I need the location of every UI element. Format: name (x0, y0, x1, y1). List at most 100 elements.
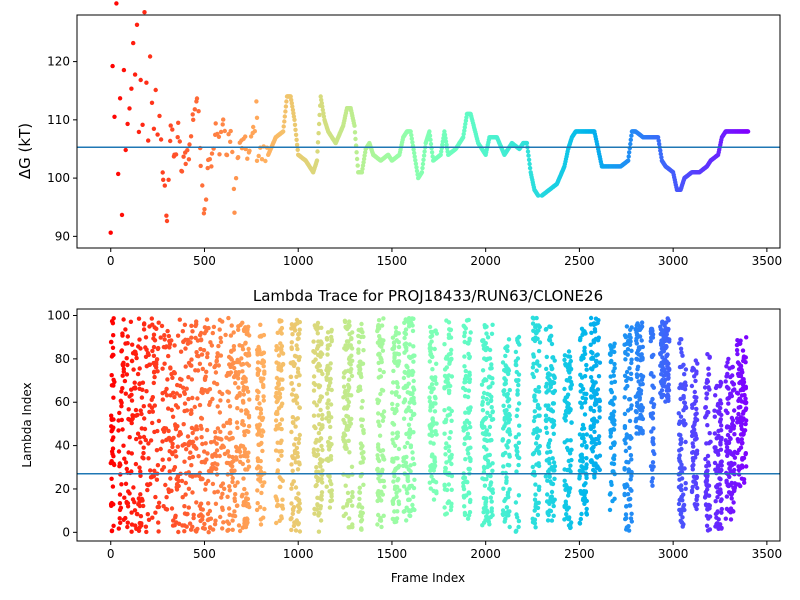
lambda-point (178, 431, 183, 437)
delta-g-point (228, 128, 233, 134)
lambda-point (434, 331, 439, 336)
lambda-point (347, 355, 352, 360)
lambda-point (589, 349, 594, 355)
lambda-point (375, 400, 381, 406)
lambda-point (443, 452, 448, 457)
lambda-point (706, 366, 711, 371)
lambda-point (148, 468, 153, 473)
lambda-point (694, 395, 699, 400)
lambda-point (665, 393, 670, 399)
lambda-point (318, 436, 324, 441)
lambda-point (247, 504, 252, 510)
lambda-point (678, 518, 683, 523)
delta-g-point (121, 67, 127, 73)
lambda-point (168, 366, 173, 371)
lambda-point (713, 511, 719, 517)
delta-g-point (119, 212, 125, 218)
lambda-point (206, 530, 211, 535)
lambda-point (182, 401, 188, 406)
lambda-point (629, 435, 634, 441)
lambda-point (257, 422, 262, 427)
lambda-point (537, 484, 542, 489)
delta-g-point (281, 124, 286, 129)
lambda-point (596, 436, 601, 442)
lambda-point (533, 398, 538, 403)
lambda-point (381, 454, 386, 460)
lambda-point (242, 449, 248, 455)
lambda-point (482, 424, 487, 430)
lambda-point (136, 344, 141, 349)
lambda-point (427, 399, 433, 404)
lambda-point (121, 369, 127, 374)
lambda-point (258, 406, 263, 411)
lambda-point (545, 492, 550, 497)
lambda-point (357, 359, 362, 365)
lambda-point (406, 508, 412, 514)
lambda-point (226, 315, 231, 321)
delta-g-x-ticks: 0 500 1000 1500 2000 2500 3000 3500 (107, 248, 782, 268)
lambda-point (434, 361, 439, 366)
y-tick-label: 90 (55, 229, 70, 243)
lambda-point (549, 381, 554, 387)
lambda-point (341, 513, 346, 519)
lambda-point (139, 426, 144, 431)
lambda-point (291, 420, 296, 426)
lambda-point (381, 369, 386, 375)
lambda-point (395, 363, 400, 368)
lambda-point (664, 388, 670, 393)
lambda-point (133, 386, 138, 391)
lambda-point (623, 441, 628, 446)
lambda-point (507, 387, 512, 393)
lambda-point (152, 374, 157, 380)
lambda-point (116, 428, 121, 433)
lambda-point (695, 485, 700, 491)
lambda-point (117, 492, 123, 497)
delta-g-point (213, 121, 218, 126)
delta-g-point (194, 96, 200, 101)
lambda-point (256, 344, 261, 350)
lambda-point (212, 364, 217, 370)
delta-g-point (294, 142, 300, 147)
lambda-point (127, 435, 132, 440)
lambda-point (128, 319, 134, 324)
lambda-point (446, 388, 452, 393)
lambda-point (320, 371, 325, 377)
lambda-point (261, 384, 266, 390)
delta-g-point (116, 171, 121, 177)
lambda-point (360, 398, 365, 404)
x-tick-label: 2500 (564, 254, 595, 268)
lambda-point (651, 436, 656, 441)
lambda-point (462, 493, 468, 499)
lambda-point (218, 335, 223, 341)
lambda-point (236, 376, 241, 381)
lambda-point (663, 384, 668, 389)
lambda-point (579, 405, 584, 410)
lambda-point (183, 337, 188, 342)
lambda-point (410, 502, 415, 508)
lambda-point (532, 508, 537, 513)
lambda-point (588, 315, 594, 321)
lambda-point (165, 328, 170, 334)
lambda-point (504, 365, 509, 370)
lambda-point (109, 373, 114, 378)
delta-g-point (123, 147, 128, 153)
lambda-point (681, 418, 686, 423)
lambda-point (391, 380, 396, 385)
lambda-point (199, 435, 204, 440)
delta-g-point (442, 132, 448, 137)
lambda-point (356, 504, 361, 509)
y-tick-label: 120 (47, 55, 70, 69)
lambda-point (726, 450, 731, 455)
lambda-point (504, 475, 509, 480)
lambda-point (233, 373, 238, 378)
lambda-point (189, 463, 194, 468)
lambda-point (236, 385, 241, 390)
lambda-point (255, 456, 260, 461)
lambda-point (196, 513, 202, 518)
lambda-point (516, 440, 522, 445)
lambda-point (122, 495, 127, 500)
lambda-point (480, 399, 485, 405)
lambda-point (584, 510, 589, 516)
lambda-point (392, 474, 397, 479)
lambda-point (467, 455, 472, 460)
